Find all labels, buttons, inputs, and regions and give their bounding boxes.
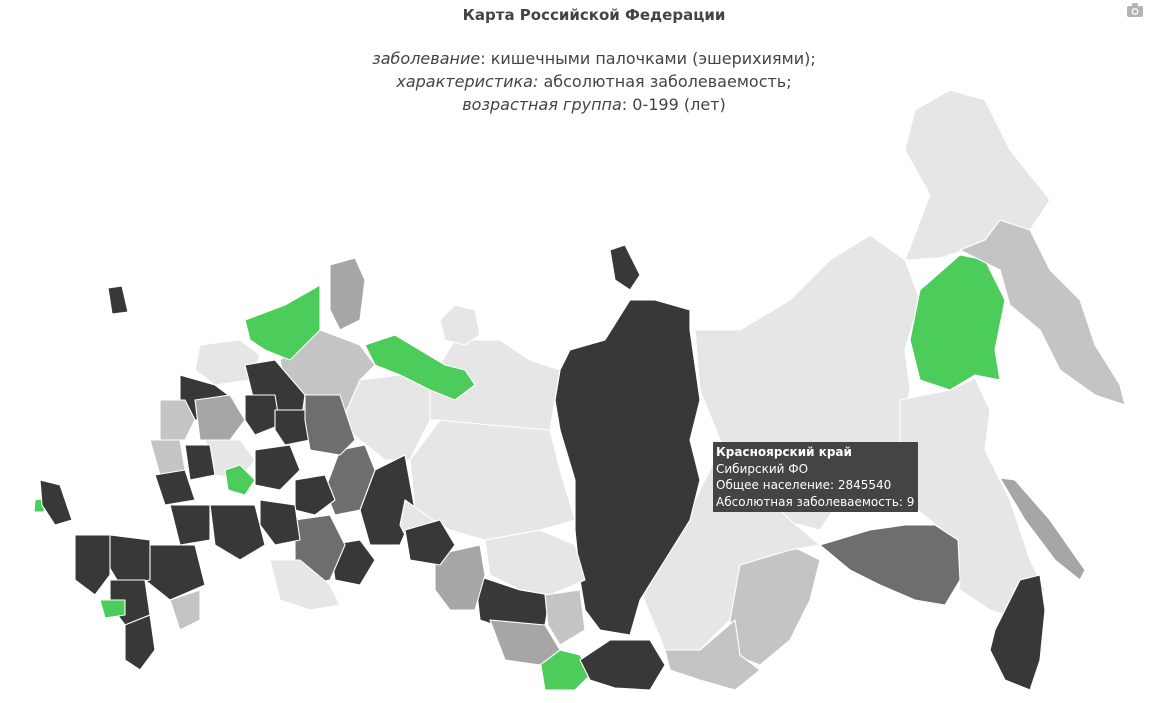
tooltip-incidence: Абсолютная заболеваемость: 9 bbox=[716, 494, 915, 509]
disease-value: : кишечными палочками (эшерихиями); bbox=[480, 49, 816, 68]
region-sakhalin[interactable] bbox=[999, 477, 1086, 581]
region-north-caucasus[interactable] bbox=[99, 599, 126, 619]
region-kamchatka[interactable] bbox=[959, 219, 1126, 406]
region-pskov[interactable] bbox=[159, 399, 196, 441]
subtitle-characteristic-line: характеристика: абсолютная заболеваемост… bbox=[0, 70, 1156, 93]
region-tomsk[interactable] bbox=[484, 529, 586, 596]
subtitle-disease-line: заболевание: кишечными палочками (эшерих… bbox=[0, 47, 1156, 70]
region-primorye[interactable] bbox=[989, 574, 1046, 691]
region-voronezh[interactable] bbox=[169, 504, 211, 546]
region-bryansk[interactable] bbox=[154, 469, 196, 506]
region-kaliningrad[interactable] bbox=[107, 285, 129, 315]
region-krasnodar[interactable] bbox=[74, 534, 111, 596]
age-group-value: : 0-199 (лет) bbox=[621, 95, 726, 114]
map-subtitle: заболевание: кишечными палочками (эшерих… bbox=[0, 47, 1156, 116]
region-yaroslavl[interactable] bbox=[244, 394, 281, 436]
region-kurgan[interactable] bbox=[404, 519, 456, 566]
camera-icon[interactable] bbox=[1126, 2, 1144, 18]
subtitle-age-line: возрастная группа: 0-199 (лет) bbox=[0, 93, 1156, 116]
map-title: Карта Российской Федерации bbox=[462, 6, 726, 24]
region-dagestan[interactable] bbox=[124, 614, 156, 671]
region-murmansk[interactable] bbox=[329, 257, 366, 331]
tooltip-district: Сибирский ФО bbox=[716, 461, 809, 476]
region-magadan[interactable] bbox=[909, 254, 1006, 391]
region-novaya-zemlya[interactable] bbox=[609, 244, 641, 291]
region-orenburg[interactable] bbox=[269, 559, 341, 611]
region-saratov[interactable] bbox=[209, 504, 266, 561]
region-taymyr-islands[interactable] bbox=[439, 304, 481, 346]
region-tver[interactable] bbox=[194, 394, 246, 441]
region-kostroma[interactable] bbox=[274, 409, 311, 446]
region-buryatia[interactable] bbox=[664, 619, 761, 691]
region-kaluga[interactable] bbox=[184, 444, 216, 481]
region-karelia[interactable] bbox=[244, 284, 321, 361]
region-kirov[interactable] bbox=[304, 394, 356, 456]
region-nenets[interactable] bbox=[364, 334, 476, 401]
region-altai-kr[interactable] bbox=[579, 639, 666, 691]
region-astrakhan[interactable] bbox=[169, 589, 201, 631]
region-rostov[interactable] bbox=[104, 534, 151, 586]
region-altai-krai[interactable] bbox=[489, 619, 561, 666]
region-sevastopol[interactable] bbox=[39, 479, 73, 526]
characteristic-label: характеристика: bbox=[396, 72, 539, 91]
region-vladimir[interactable] bbox=[224, 464, 256, 496]
characteristic-value: абсолютная заболеваемость; bbox=[538, 72, 792, 91]
disease-label: заболевание bbox=[372, 49, 481, 68]
region-nizhny[interactable] bbox=[254, 444, 301, 491]
region-yamal[interactable] bbox=[409, 339, 561, 431]
region-samara[interactable] bbox=[259, 499, 301, 546]
region-krasnoyarsk[interactable] bbox=[554, 299, 701, 636]
age-group-label: возрастная группа bbox=[462, 95, 622, 114]
region-kemerovo[interactable] bbox=[544, 589, 586, 646]
region-smolensk[interactable] bbox=[149, 439, 186, 476]
region-omsk[interactable] bbox=[434, 544, 486, 611]
region-amur[interactable] bbox=[819, 524, 961, 606]
tooltip-region-name: Красноярский край bbox=[716, 445, 852, 459]
tooltip-population: Общее население: 2845540 bbox=[716, 478, 892, 492]
region-tooltip: Красноярский край Сибирский ФО Общее нас… bbox=[713, 442, 919, 512]
